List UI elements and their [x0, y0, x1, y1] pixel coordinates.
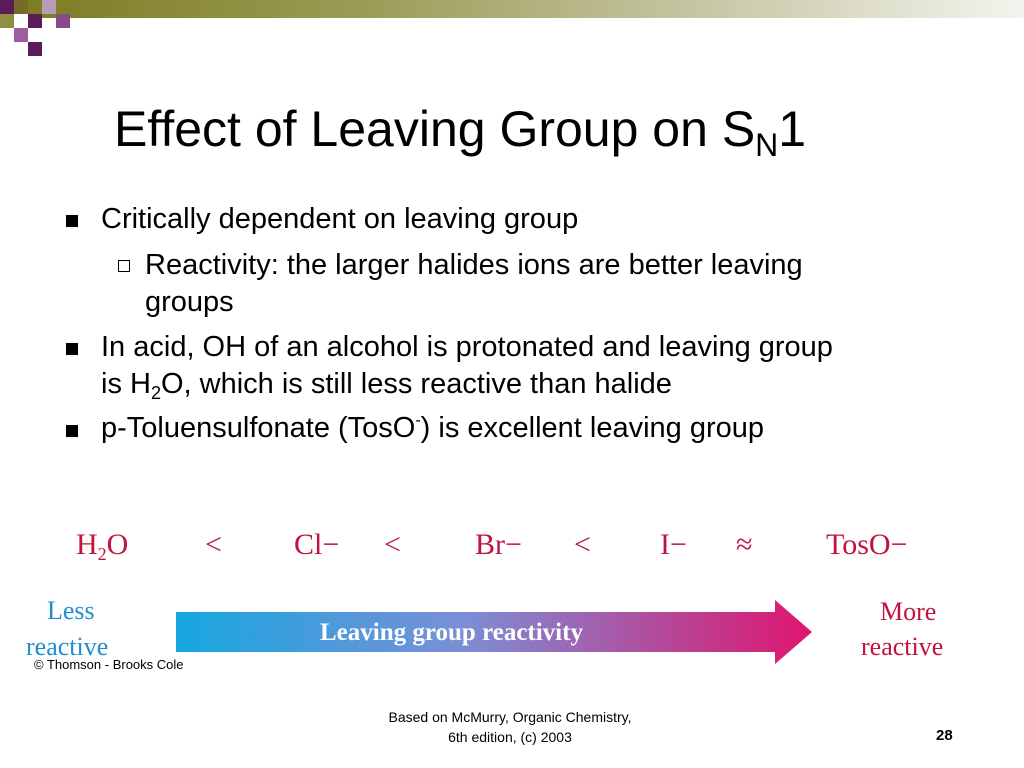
page-number: 28: [936, 727, 953, 744]
decor-square: [0, 14, 14, 28]
series-cl: Cl−: [294, 528, 340, 561]
arrow-label: Leaving group reactivity: [320, 619, 583, 646]
series-i: I−: [660, 528, 687, 561]
bullet-2-line-1: In acid, OH of an alcohol is protonated …: [101, 331, 833, 363]
decor-square: [0, 0, 14, 14]
slide-title: Effect of Leaving Group on SN1: [114, 101, 807, 163]
more-label-1: More: [880, 597, 937, 626]
series-h2o: H2O: [76, 528, 129, 564]
decor-square: [14, 28, 28, 42]
bullet-marker: [66, 343, 78, 355]
relation-lt-1: <: [205, 528, 222, 561]
bullet-marker: [66, 215, 78, 227]
relation-lt-3: <: [574, 528, 591, 561]
footer-line-2: 6th edition, (c) 2003: [448, 729, 572, 745]
sub-bullet-1-line-1: Reactivity: the larger halides ions are …: [145, 249, 803, 281]
footer-line-1: Based on McMurry, Organic Chemistry,: [388, 709, 632, 725]
bullet-marker: [66, 425, 78, 437]
header-banner: [0, 0, 1024, 18]
less-label-2: reactive: [26, 632, 109, 661]
decor-square: [28, 42, 42, 56]
sub-bullet-1-line-2: groups: [145, 286, 234, 318]
decor-square: [56, 14, 70, 28]
decor-square: [42, 0, 56, 14]
reactivity-arrow: [176, 600, 812, 664]
copyright: © Thomson - Brooks Cole: [34, 657, 184, 672]
decor-square: [28, 14, 42, 28]
more-label-2: reactive: [861, 632, 944, 661]
decor-square: [14, 0, 28, 14]
bullet-1: Critically dependent on leaving group: [101, 203, 579, 235]
slide-footer: Based on McMurry, Organic Chemistry, 6th…: [360, 707, 660, 747]
bullet-2-line-2: is H2O, which is still less reactive tha…: [101, 368, 672, 403]
relation-approx: ≈: [736, 528, 753, 561]
less-label-1: Less: [47, 596, 95, 625]
bullet-3: p-Toluensulfonate (TosO-) is excellent l…: [101, 412, 765, 444]
series-br: Br−: [475, 528, 522, 561]
sub-bullet-marker: [118, 260, 130, 272]
relation-lt-2: <: [384, 528, 401, 561]
decor-square: [14, 14, 28, 28]
series-toso: TosO−: [826, 528, 908, 561]
